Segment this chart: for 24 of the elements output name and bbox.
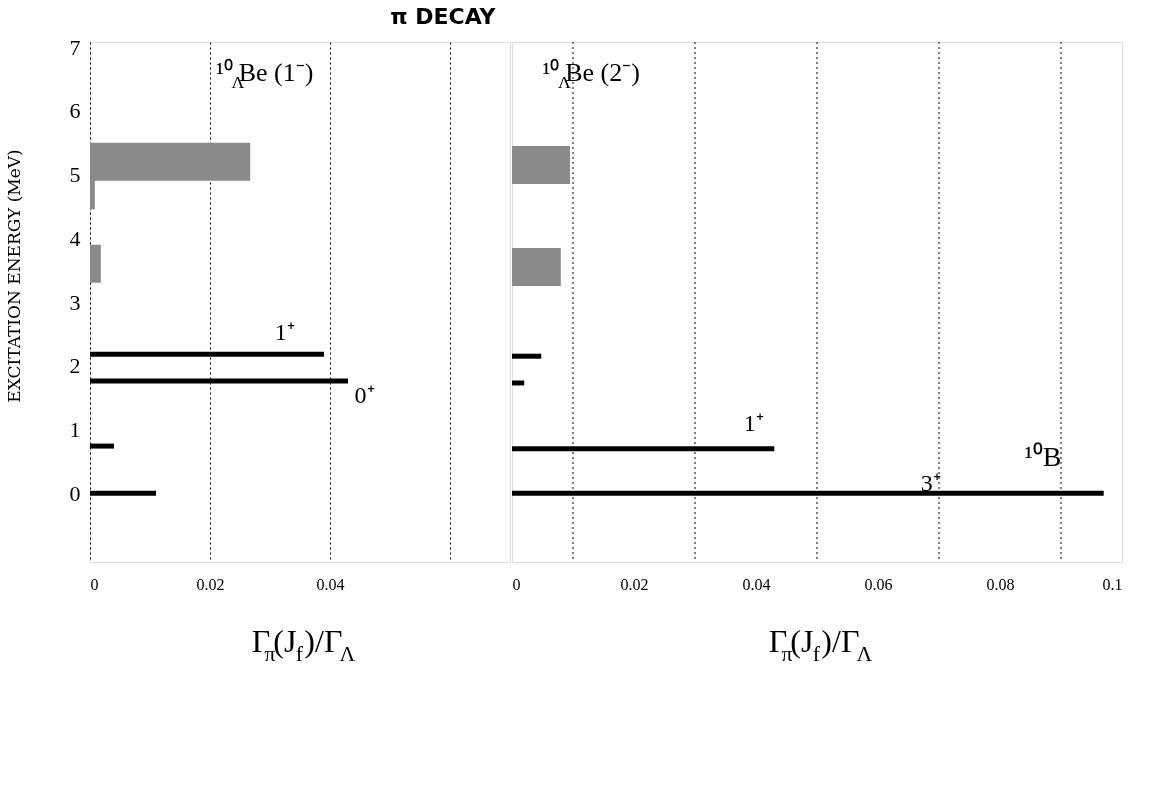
x-tick-label: 0 <box>512 575 521 593</box>
chart-title: π DECAY <box>390 4 497 29</box>
x-tick-label: 0.06 <box>864 575 893 593</box>
annotation: 1⁺ <box>743 410 764 437</box>
y-tick-label: 4 <box>69 225 81 251</box>
y-tick-label: 2 <box>69 353 81 379</box>
y-tick-label: 6 <box>69 98 81 124</box>
y-tick-label: 3 <box>69 289 81 315</box>
annotation: 0⁺ <box>354 381 375 408</box>
x-tick-label: 0.02 <box>196 575 225 593</box>
annotation: 3⁺ <box>920 470 941 496</box>
y-axis-title: EXCITATION ENERGY (MeV) <box>4 149 24 403</box>
x-tick-label: 0.04 <box>316 575 345 593</box>
x-tick-label: 0.04 <box>742 575 771 593</box>
y-tick-label: 0 <box>69 480 81 506</box>
x-tick-label: 0 <box>90 575 99 593</box>
y-tick-label: 7 <box>69 34 81 60</box>
annotation: 1⁺ <box>274 319 295 346</box>
x-tick-label: 0.02 <box>620 575 649 593</box>
annotation: ¹⁰B <box>1024 441 1062 472</box>
y-tick-label: 5 <box>69 162 81 187</box>
y-tick-label: 1 <box>69 417 81 442</box>
x-tick-label: 0.1 <box>1102 575 1123 593</box>
x-tick-label: 0.08 <box>986 575 1015 593</box>
